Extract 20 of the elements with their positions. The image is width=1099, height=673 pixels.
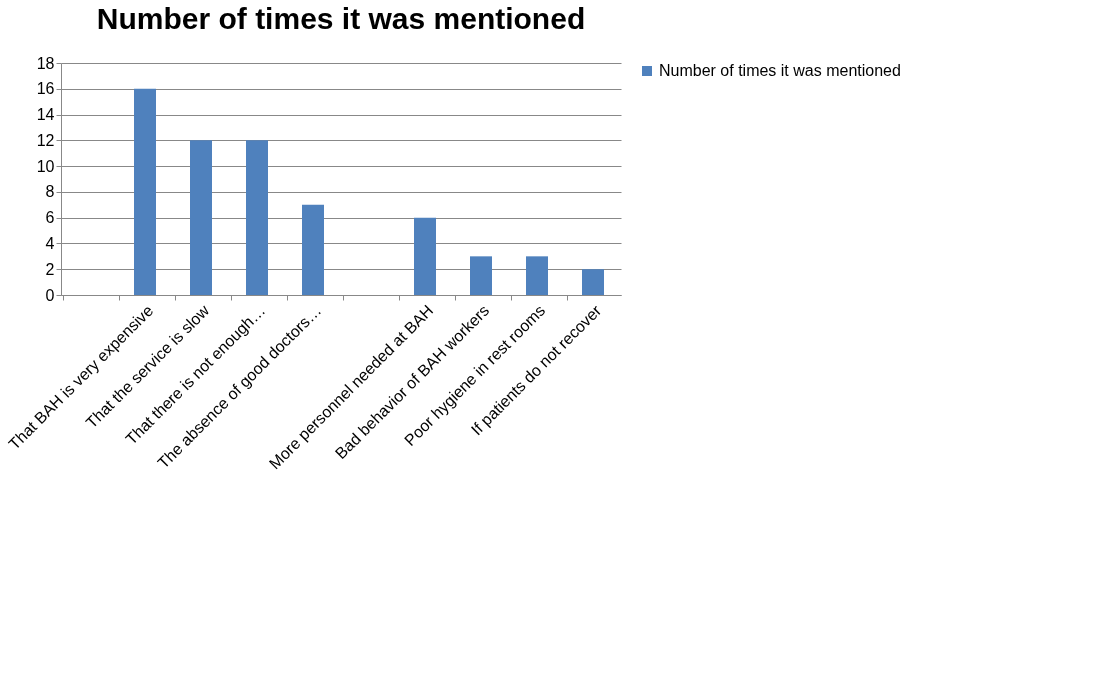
bar: [190, 140, 212, 295]
y-tick-label: 4: [45, 234, 55, 252]
y-tick-label: 8: [45, 183, 55, 201]
y-tick-label: 6: [45, 209, 55, 227]
bar: [470, 256, 492, 295]
bar: [414, 217, 436, 295]
y-tick-label: 0: [45, 286, 55, 304]
y-tick-label: 2: [45, 260, 55, 278]
bar: [302, 204, 324, 295]
y-tick-label: 16: [36, 80, 55, 98]
y-tick-label: 10: [36, 157, 55, 175]
y-tick-label: 12: [36, 131, 55, 149]
y-tick-label: 18: [36, 54, 55, 72]
bar: [246, 140, 268, 295]
legend-label: Number of times it was mentioned: [659, 62, 901, 79]
bar: [526, 256, 548, 295]
chart-title: Number of times it was mentioned: [96, 2, 586, 35]
bar: [582, 269, 604, 295]
y-tick-label: 14: [36, 106, 55, 124]
bar: [134, 88, 156, 295]
